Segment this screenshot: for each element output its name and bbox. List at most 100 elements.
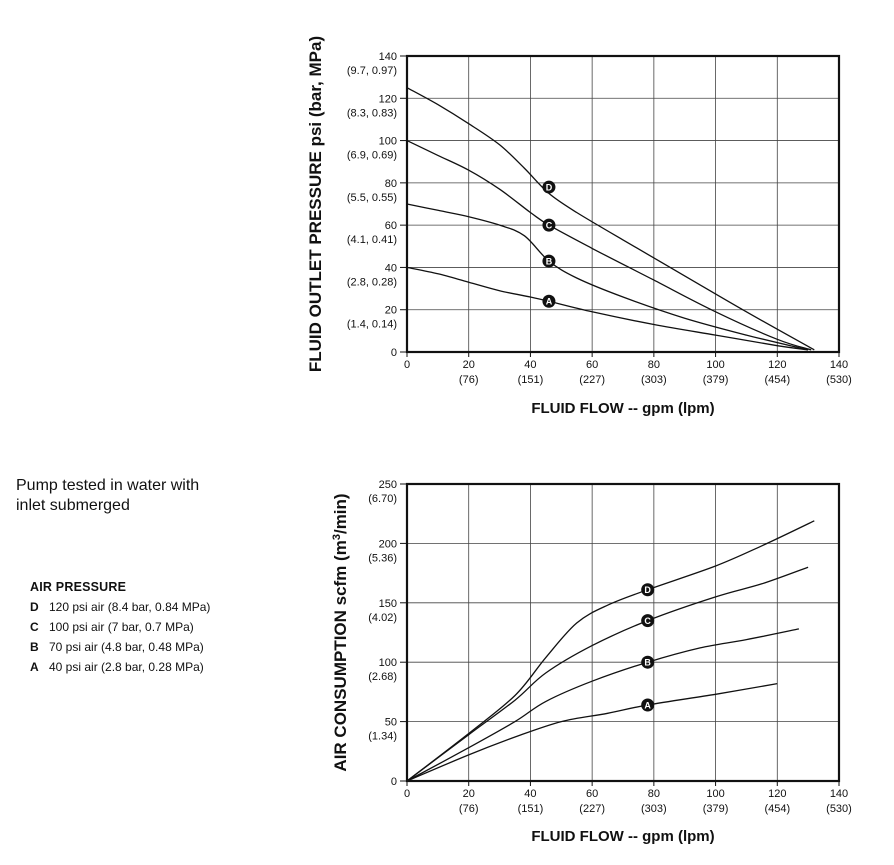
y-tick-label: 200 <box>379 538 397 550</box>
series-marker-d <box>641 583 655 597</box>
x-tick-sublabel: (530) <box>826 374 852 386</box>
y-tick-label: 60 <box>385 220 397 232</box>
series-marker-label-b: B <box>546 256 553 266</box>
x-tick-label: 80 <box>648 359 660 371</box>
y-tick-sublabel: (2.68) <box>368 671 397 683</box>
y-tick-label: 100 <box>379 657 397 669</box>
series-marker-d <box>542 180 556 194</box>
x-tick-label: 40 <box>524 359 536 371</box>
y-tick-label: 120 <box>379 93 397 105</box>
legend-key: A <box>30 660 39 674</box>
y-tick-label: 150 <box>379 598 397 610</box>
x-tick-sublabel: (227) <box>579 803 605 815</box>
series-line-d <box>406 520 815 782</box>
x-tick-sublabel: (454) <box>764 803 790 815</box>
pressure-chart: 0 20 (76) 40 (151) 60 (227) 80 (303) 100 (379) 120 (… <box>306 36 852 417</box>
x-tick-sublabel: (76) <box>459 374 479 386</box>
x-tick-sublabel: (454) <box>764 374 790 386</box>
legend-text: 40 psi air (2.8 bar, 0.28 MPa) <box>49 660 204 674</box>
legend-item-c: C 100 psi air (7 bar, 0.7 MPa) <box>30 617 210 637</box>
series-marker-label-a: A <box>644 700 651 710</box>
legend-key: D <box>30 600 39 614</box>
series-marker-a <box>641 698 655 712</box>
legend-key: B <box>30 640 39 654</box>
x-tick-sublabel: (530) <box>826 803 852 815</box>
y-tick-sublabel: (6.70) <box>368 493 397 505</box>
legend-key: C <box>30 620 39 634</box>
legend-title: AIR PRESSURE <box>30 580 127 594</box>
x-tick-sublabel: (76) <box>459 803 479 815</box>
y-axis-title-end: /min) <box>331 493 350 534</box>
y-axis-title-text: AIR CONSUMPTION scfm (m <box>331 540 350 771</box>
test-condition-note: Pump tested in water with inlet submerge… <box>16 476 246 516</box>
y-tick-sublabel: (1.4, 0.14) <box>347 319 397 331</box>
x-tick-label: 20 <box>463 788 475 800</box>
x-axis-title: FLUID FLOW -- gpm (lpm) <box>531 828 714 845</box>
series-marker-b <box>542 254 556 268</box>
series-marker-b <box>641 655 655 669</box>
y-tick-label: 250 <box>379 479 397 491</box>
x-tick-sublabel: (379) <box>703 374 729 386</box>
x-tick-label: 100 <box>706 788 724 800</box>
x-tick-label: 20 <box>463 359 475 371</box>
x-tick-label: 40 <box>524 788 536 800</box>
legend-text: 120 psi air (8.4 bar, 0.84 MPa) <box>49 600 211 614</box>
x-tick-label: 100 <box>706 359 724 371</box>
y-tick-sublabel: (4.02) <box>368 612 397 624</box>
legend-item-b: B 70 psi air (4.8 bar, 0.48 MPa) <box>30 637 210 657</box>
x-tick-label: 0 <box>404 788 410 800</box>
x-axis-title: FLUID FLOW -- gpm (lpm) <box>531 400 714 417</box>
x-tick-label: 140 <box>830 788 848 800</box>
series-marker-label-c: C <box>546 220 553 230</box>
series-marker-label-b: B <box>644 658 651 668</box>
series-marker-a <box>542 294 556 308</box>
x-tick-sublabel: (303) <box>641 374 667 386</box>
series-marker-label-d: D <box>546 182 553 192</box>
air-chart: 0 20 (76) 40 (151) 60 (227) 80 (303) 100 (379) 120 (… <box>331 479 852 845</box>
series-marker-label-c: C <box>644 616 651 626</box>
test-condition-line-1: Pump tested in water with <box>16 477 200 494</box>
y-axis-title-superscript: 3 <box>331 534 343 540</box>
plot-frame <box>405 482 841 783</box>
x-tick-label: 120 <box>768 788 786 800</box>
test-condition-line-2: inlet submerged <box>16 497 130 514</box>
legend-text: 100 psi air (7 bar, 0.7 MPa) <box>49 620 194 634</box>
series-line-a <box>406 682 778 782</box>
legend-item-a: A 40 psi air (2.8 bar, 0.28 MPa) <box>30 657 210 677</box>
y-axis-title: FLUID OUTLET PRESSURE psi (bar, MPa) <box>306 36 325 372</box>
y-tick-label: 20 <box>385 305 397 317</box>
series-line-a <box>406 266 809 351</box>
series-line-b <box>406 203 809 351</box>
x-tick-label: 60 <box>586 788 598 800</box>
series-marker-c <box>542 218 556 232</box>
y-tick-label: 140 <box>379 51 397 63</box>
series-line-d <box>406 87 815 351</box>
x-tick-sublabel: (379) <box>703 803 729 815</box>
y-tick-sublabel: (5.36) <box>368 552 397 564</box>
y-tick-sublabel: (5.5, 0.55) <box>347 192 397 204</box>
y-tick-sublabel: (9.7, 0.97) <box>347 65 397 77</box>
series-marker-label-d: D <box>644 585 651 595</box>
x-tick-label: 140 <box>830 359 848 371</box>
y-tick-label: 100 <box>379 136 397 148</box>
y-tick-sublabel: (4.1, 0.41) <box>347 234 397 246</box>
series-line-b <box>406 628 800 782</box>
y-tick-label: 50 <box>385 717 397 729</box>
x-tick-sublabel: (227) <box>579 374 605 386</box>
x-tick-label: 80 <box>648 788 660 800</box>
y-tick-sublabel: (8.3, 0.83) <box>347 107 397 119</box>
y-tick-label: 0 <box>391 347 397 359</box>
legend-text: 70 psi air (4.8 bar, 0.48 MPa) <box>49 640 204 654</box>
legend-item-d: D 120 psi air (8.4 bar, 0.84 MPa) <box>30 597 210 617</box>
x-tick-label: 60 <box>586 359 598 371</box>
y-axis-title-text: FLUID OUTLET PRESSURE psi (bar, MPa) <box>306 36 325 372</box>
series-line-c <box>406 566 809 782</box>
y-tick-label: 40 <box>385 262 397 274</box>
plot-frame <box>405 54 841 354</box>
x-tick-label: 0 <box>404 359 410 371</box>
y-tick-sublabel: (1.34) <box>368 731 397 743</box>
air-pressure-legend: AIR PRESSURE D 120 psi air (8.4 bar, 0.84… <box>30 577 210 677</box>
series-marker-label-a: A <box>546 297 553 307</box>
x-tick-sublabel: (151) <box>518 374 544 386</box>
